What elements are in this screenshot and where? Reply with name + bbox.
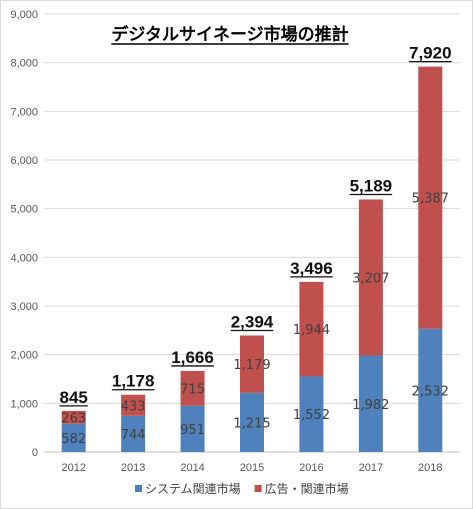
segment-value-label: 1,179 [233, 358, 270, 373]
segment-value-label: 433 [121, 399, 146, 414]
y-tick-label: 6,000 [10, 155, 38, 167]
y-tick-label: 5,000 [10, 204, 38, 216]
bars [61, 66, 443, 452]
segment-value-label: 715 [180, 382, 205, 397]
y-tick-label: 9,000 [10, 9, 38, 21]
segment-value-label: 951 [180, 423, 205, 438]
bar-segment [358, 199, 383, 356]
bar-segment [180, 405, 205, 452]
x-axis-ticks: 2012 2013 2014 2015 2016 2017 2018 [61, 462, 442, 474]
bar-segment [358, 355, 383, 452]
total-value-label: 3,496 [290, 259, 333, 278]
y-tick-label: 1,000 [10, 398, 38, 410]
segment-value-label: 3,207 [352, 272, 389, 287]
x-tick-label: 2016 [299, 462, 323, 474]
legend-swatch [254, 485, 262, 492]
y-tick-label: 8,000 [10, 58, 38, 70]
segment-value-label: 1,982 [352, 398, 389, 413]
segment-value-label: 2,532 [412, 384, 449, 399]
total-value-label: 1,666 [171, 348, 214, 367]
x-tick-label: 2017 [359, 462, 383, 474]
bar-segment [240, 335, 264, 393]
x-tick-label: 2012 [61, 462, 85, 474]
x-tick-label: 2013 [121, 462, 145, 474]
total-value-label: 1,178 [112, 372, 155, 391]
total-value-label: 2,394 [231, 312, 274, 331]
x-tick-label: 2018 [418, 462, 442, 474]
segment-value-label: 263 [61, 411, 86, 426]
total-value-label: 7,920 [409, 44, 452, 63]
data-labels: 582 263 845 744 433 1,178 951 715 1,666 1,215 1,17… [59, 44, 452, 447]
total-value-label: 5,189 [350, 176, 393, 195]
bar-segment [121, 394, 146, 416]
x-tick-label: 2015 [240, 462, 264, 474]
segment-value-label: 1,944 [293, 323, 330, 338]
bar-segment [180, 370, 205, 406]
bar-segment [299, 281, 324, 377]
bar-segment [299, 376, 324, 452]
bar-segment [121, 415, 146, 452]
y-tick-label: 4,000 [10, 252, 38, 264]
segment-value-label: 1,552 [293, 408, 330, 423]
segment-value-label: 1,215 [233, 416, 270, 431]
bar-segment [61, 410, 86, 424]
segment-value-label: 5,387 [412, 192, 449, 207]
legend-label: 広告・関連市場 [265, 481, 349, 496]
legend-label: システム関連市場 [145, 481, 241, 496]
legend: システム関連市場 広告・関連市場 [135, 481, 349, 496]
legend-swatch [135, 485, 142, 492]
y-tick-label: 3,000 [10, 301, 38, 313]
gridlines [44, 13, 460, 453]
bar-segment [418, 66, 443, 329]
chart-title: デジタルサイネージ市場の推計 [111, 24, 348, 45]
y-tick-label: 0 [32, 447, 38, 459]
y-axis-ticks: 0 1,000 2,000 3,000 4,000 5,000 6,000 7,000 8,00… [10, 9, 38, 459]
segment-value-label: 744 [121, 428, 146, 443]
total-value-label: 845 [60, 388, 88, 407]
bar-segment [418, 328, 443, 452]
bar-segment [240, 392, 264, 452]
bar-segment [61, 423, 86, 452]
y-tick-label: 2,000 [10, 350, 38, 362]
y-tick-label: 7,000 [10, 106, 38, 118]
segment-value-label: 582 [61, 432, 86, 447]
x-tick-label: 2014 [180, 462, 204, 474]
